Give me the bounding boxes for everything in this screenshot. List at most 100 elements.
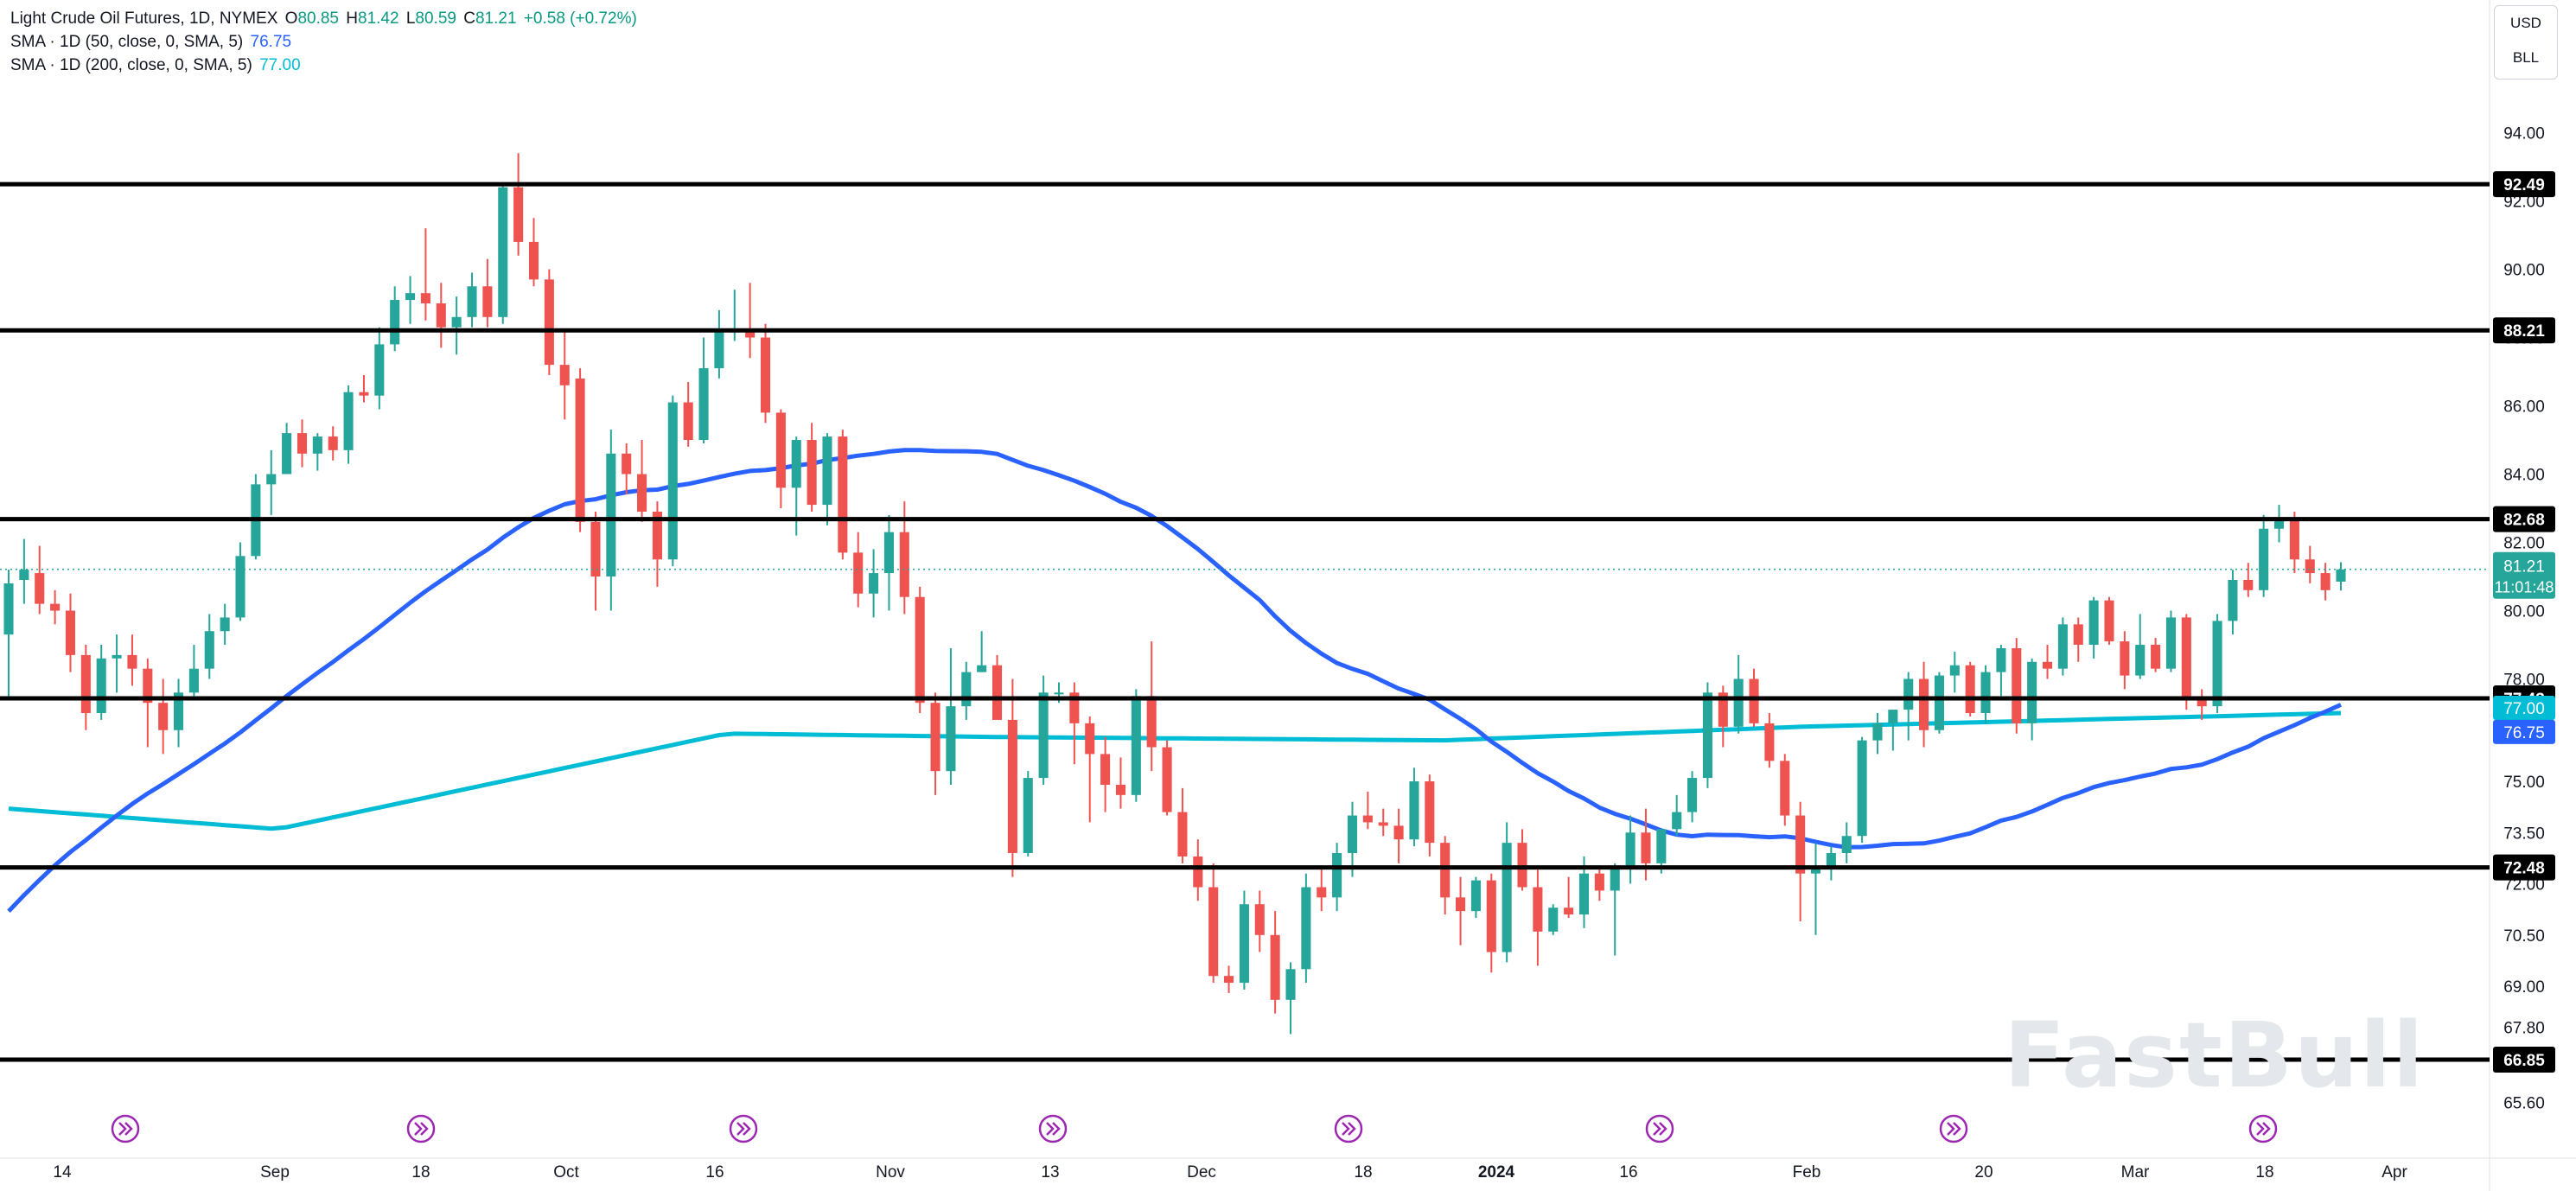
event-marker-icon[interactable] xyxy=(1038,1114,1068,1143)
candle[interactable] xyxy=(498,183,508,324)
candle[interactable] xyxy=(1826,846,1836,881)
candle[interactable] xyxy=(312,433,322,471)
candle[interactable] xyxy=(590,511,601,611)
candle[interactable] xyxy=(1903,672,1914,741)
candle[interactable] xyxy=(1317,866,1327,912)
candle[interactable] xyxy=(112,634,122,693)
candle[interactable] xyxy=(1795,801,1806,921)
candle[interactable] xyxy=(174,678,184,748)
candle[interactable] xyxy=(436,283,446,348)
candle[interactable] xyxy=(204,614,214,679)
candle[interactable] xyxy=(915,586,925,714)
candle[interactable] xyxy=(1718,685,1728,748)
candle[interactable] xyxy=(2259,514,2269,597)
candle[interactable] xyxy=(1996,645,2006,697)
candle[interactable] xyxy=(1641,808,1651,881)
event-marker-icon[interactable] xyxy=(1939,1114,1968,1143)
candle[interactable] xyxy=(143,658,153,748)
candle[interactable] xyxy=(1177,787,1188,863)
candle[interactable] xyxy=(1301,873,1311,984)
candle[interactable] xyxy=(1872,713,1883,755)
candle[interactable] xyxy=(80,645,91,730)
candle[interactable] xyxy=(1965,661,1975,717)
candle[interactable] xyxy=(1208,863,1219,984)
candle[interactable] xyxy=(1456,876,1466,946)
candle[interactable] xyxy=(2104,596,2114,646)
candle[interactable] xyxy=(296,419,308,468)
candle[interactable] xyxy=(266,449,277,515)
candle[interactable] xyxy=(760,323,771,424)
candle[interactable] xyxy=(282,423,292,474)
candle[interactable] xyxy=(652,501,662,587)
candle[interactable] xyxy=(1888,710,1898,751)
candle[interactable] xyxy=(1425,774,1435,857)
candle[interactable] xyxy=(1254,890,1265,952)
candle[interactable] xyxy=(775,409,786,509)
currency-label[interactable]: USD xyxy=(2510,15,2541,31)
candle[interactable] xyxy=(513,153,524,256)
candle[interactable] xyxy=(328,426,338,461)
candle[interactable] xyxy=(359,374,369,403)
level-price-tag[interactable]: 82.68 xyxy=(2493,506,2555,532)
time-axis[interactable]: 14 Sep 18 Oct 16 Nov 13 Dec 18 2024 16 Feb 20 Mar 18 Ap… xyxy=(53,1163,2407,1181)
candle[interactable] xyxy=(961,661,972,720)
candle[interactable] xyxy=(853,532,864,608)
candle[interactable] xyxy=(188,645,199,697)
level-price-tag[interactable]: 66.85 xyxy=(2493,1046,2555,1073)
candle[interactable] xyxy=(220,603,230,646)
candle[interactable] xyxy=(1502,822,1512,963)
event-marker-icon[interactable] xyxy=(1334,1114,1363,1143)
currency-unit-box[interactable]: USD BLL xyxy=(2494,5,2558,80)
candle[interactable] xyxy=(698,337,709,443)
candle[interactable] xyxy=(575,368,585,532)
candle[interactable] xyxy=(1023,771,1033,857)
level-price-tag[interactable]: 72.48 xyxy=(2493,854,2555,881)
candle[interactable] xyxy=(622,443,632,495)
candle[interactable] xyxy=(977,631,987,672)
candle[interactable] xyxy=(2320,563,2331,601)
candle[interactable] xyxy=(544,269,554,375)
candle[interactable] xyxy=(1038,675,1049,785)
candle[interactable] xyxy=(2088,596,2099,659)
candle[interactable] xyxy=(1069,682,1080,765)
candle[interactable] xyxy=(838,430,848,560)
candle[interactable] xyxy=(1332,843,1342,912)
candle[interactable] xyxy=(683,381,693,447)
candle[interactable] xyxy=(1486,873,1496,973)
candle[interactable] xyxy=(637,440,647,522)
last-price-tag[interactable]: 81.21 11:01:48 xyxy=(2493,551,2555,599)
candle[interactable] xyxy=(822,433,832,525)
candle[interactable] xyxy=(930,692,940,795)
candle[interactable] xyxy=(1393,808,1404,863)
level-price-tag[interactable]: 88.21 xyxy=(2493,317,2555,344)
candle[interactable] xyxy=(1100,736,1111,812)
event-marker-icon[interactable] xyxy=(729,1114,758,1143)
candle[interactable] xyxy=(1780,754,1790,826)
candle[interactable] xyxy=(451,296,462,355)
candle[interactable] xyxy=(482,258,493,328)
candle[interactable] xyxy=(1610,863,1620,956)
event-marker-icon[interactable] xyxy=(406,1114,436,1143)
candle[interactable] xyxy=(420,228,430,321)
candle[interactable] xyxy=(2243,563,2254,597)
candle[interactable] xyxy=(2012,638,2022,734)
candle[interactable] xyxy=(35,545,45,615)
candle[interactable] xyxy=(1285,962,1296,1035)
candle[interactable] xyxy=(1564,876,1574,919)
candle[interactable] xyxy=(1162,740,1172,816)
sma200-price-tag[interactable]: 77.00 xyxy=(2493,696,2555,721)
candle[interactable] xyxy=(1223,965,1234,993)
candle[interactable] xyxy=(390,286,400,352)
candle[interactable] xyxy=(1440,836,1451,915)
candle[interactable] xyxy=(50,589,61,625)
candle[interactable] xyxy=(2151,638,2161,672)
candle[interactable] xyxy=(1594,866,1604,901)
candle[interactable] xyxy=(883,514,894,611)
candle[interactable] xyxy=(714,309,724,379)
candle[interactable] xyxy=(1764,713,1775,768)
candlestick-series[interactable] xyxy=(3,153,2346,1035)
candle[interactable] xyxy=(1347,801,1358,877)
event-marker-icon[interactable] xyxy=(2248,1114,2278,1143)
candle[interactable] xyxy=(2197,689,2207,720)
